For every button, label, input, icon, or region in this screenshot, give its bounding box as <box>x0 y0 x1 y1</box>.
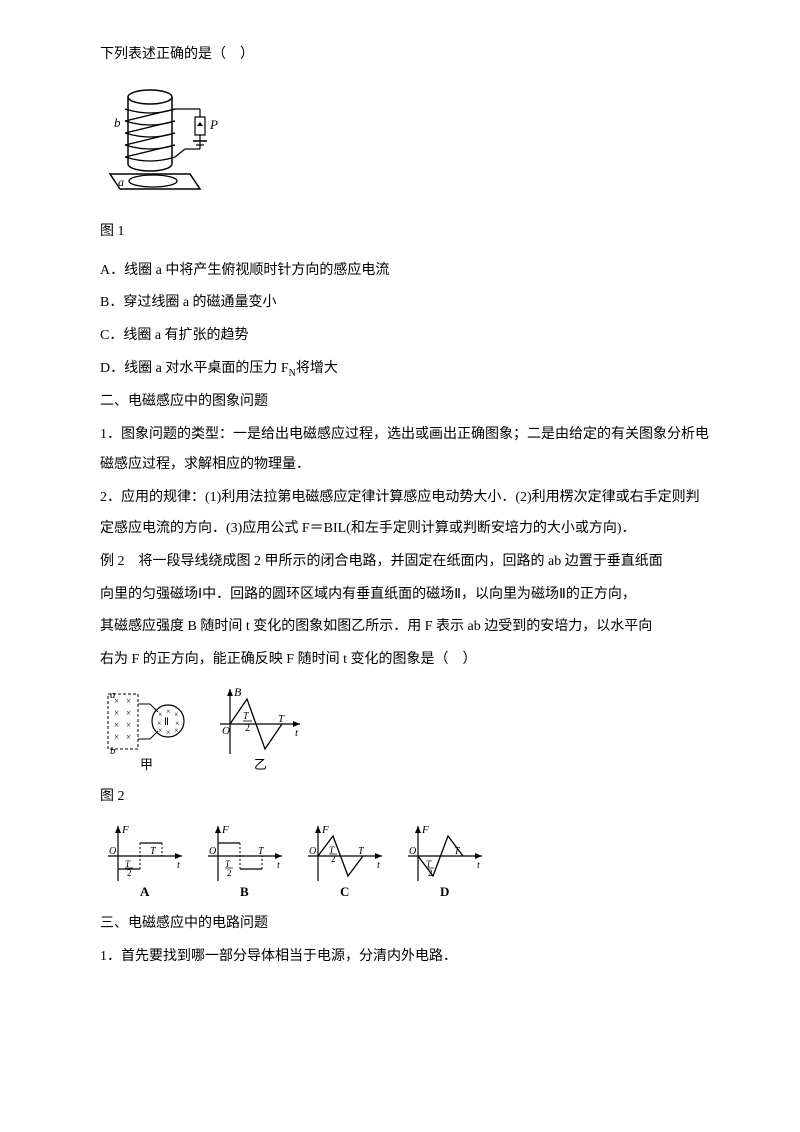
svg-text:×: × <box>126 696 131 706</box>
svg-text:B: B <box>234 685 242 699</box>
svg-text:T: T <box>278 713 285 725</box>
option-graph-c: F O t T 2 T C <box>300 821 390 901</box>
example-2-line1: 例 2 将一段导线绕成图 2 甲所示的闭合电路，并固定在纸面内，回路的 ab 边… <box>100 547 710 578</box>
svg-text:2: 2 <box>227 868 232 878</box>
svg-text:2: 2 <box>428 868 433 878</box>
svg-text:×: × <box>126 732 131 742</box>
answer-options-row: F O t T 2 T A F O t T 2 T B F O t <box>100 821 710 901</box>
svg-text:O: O <box>209 846 216 857</box>
option-d-pre: D．线圈 a 对水平桌面的压力 F <box>100 361 289 376</box>
svg-text:×: × <box>174 710 179 719</box>
example-2-line4: 右为 F 的正方向，能正确反映 F 随时间 t 变化的图象是（ ） <box>100 645 710 676</box>
option-graph-a: F O t T 2 T A <box>100 821 190 901</box>
svg-text:×: × <box>166 707 171 716</box>
fig1-caption: 图 1 <box>100 217 710 248</box>
section-3-title: 三、电磁感应中的电路问题 <box>100 909 710 940</box>
option-c: C．线圈 a 有扩张的趋势 <box>100 321 710 352</box>
svg-text:×: × <box>174 726 179 735</box>
svg-text:t: t <box>377 860 380 871</box>
svg-text:T: T <box>358 846 365 857</box>
option-b: B．穿过线圈 a 的磁通量变小 <box>100 288 710 319</box>
label-a: a <box>118 175 124 189</box>
label-P: P <box>209 117 218 132</box>
svg-text:O: O <box>409 846 416 857</box>
svg-text:Ⅱ: Ⅱ <box>164 717 169 728</box>
svg-text:t: t <box>295 727 299 739</box>
figure-2-jia: ×× ×× ×× ×× a b ××× ×× ××× Ⅱ 甲 <box>100 684 200 774</box>
para-2: 2．应用的规律：(1)利用法拉第电磁感应定律计算感应电动势大小．(2)利用楞次定… <box>100 483 710 545</box>
svg-text:O: O <box>309 846 316 857</box>
svg-text:T: T <box>150 846 157 857</box>
para-1: 1．图象问题的类型：一是给出电磁感应过程，选出或画出正确图象；二是由给定的有关图… <box>100 420 710 482</box>
svg-text:2: 2 <box>245 723 250 734</box>
para-3: 1．首先要找到哪一部分导体相当于电源，分清内外电路． <box>100 942 710 973</box>
option-d: D．线圈 a 对水平桌面的压力 FN将增大 <box>100 354 710 385</box>
option-graph-d: F O t T 2 T D <box>400 821 490 901</box>
example-2-line3: 其磁感应强度 B 随时间 t 变化的图象如图乙所示．用 F 表示 ab 边受到的… <box>100 612 710 643</box>
svg-text:C: C <box>340 884 349 899</box>
figure-2-row: ×× ×× ×× ×× a b ××× ×× ××× Ⅱ 甲 B O t T 2… <box>100 684 710 774</box>
svg-text:t: t <box>277 860 280 871</box>
svg-text:a: a <box>110 689 116 701</box>
svg-text:×: × <box>158 710 163 719</box>
svg-text:×: × <box>166 728 171 737</box>
svg-text:T: T <box>258 846 265 857</box>
label-b: b <box>114 115 121 130</box>
svg-text:2: 2 <box>127 868 132 878</box>
svg-text:F: F <box>321 824 329 836</box>
svg-text:B: B <box>240 884 249 899</box>
figure-2-yi: B O t T 2 T 乙 <box>210 684 310 774</box>
svg-text:甲: 甲 <box>140 757 153 772</box>
svg-text:×: × <box>114 720 119 730</box>
section-2-title: 二、电磁感应中的图象问题 <box>100 387 710 418</box>
option-d-post: 将增大 <box>296 361 338 376</box>
option-d-sub: N <box>289 368 296 379</box>
fig2-caption: 图 2 <box>100 782 710 813</box>
svg-text:×: × <box>158 726 163 735</box>
svg-text:F: F <box>121 824 129 836</box>
figure-1: b P a <box>100 79 710 209</box>
svg-text:×: × <box>114 708 119 718</box>
svg-text:2: 2 <box>331 854 336 864</box>
question-intro: 下列表述正确的是（ ） <box>100 40 710 71</box>
svg-text:b: b <box>110 745 116 757</box>
svg-text:T: T <box>243 711 250 722</box>
option-a: A．线圈 a 中将产生俯视顺时针方向的感应电流 <box>100 256 710 287</box>
svg-text:×: × <box>114 732 119 742</box>
option-graph-b: F O t T 2 T B <box>200 821 290 901</box>
svg-text:O: O <box>222 725 230 737</box>
example-2-line2: 向里的匀强磁场Ⅰ中．回路的圆环区域内有垂直纸面的磁场Ⅱ，以向里为磁场Ⅱ的正方向， <box>100 580 710 611</box>
svg-text:乙: 乙 <box>254 757 267 772</box>
svg-text:×: × <box>126 708 131 718</box>
svg-text:t: t <box>477 860 480 871</box>
svg-text:D: D <box>440 884 449 899</box>
svg-text:F: F <box>221 824 229 836</box>
svg-text:O: O <box>109 846 116 857</box>
svg-text:A: A <box>140 884 150 899</box>
svg-text:×: × <box>126 720 131 730</box>
svg-text:F: F <box>421 824 429 836</box>
svg-text:t: t <box>177 860 180 871</box>
